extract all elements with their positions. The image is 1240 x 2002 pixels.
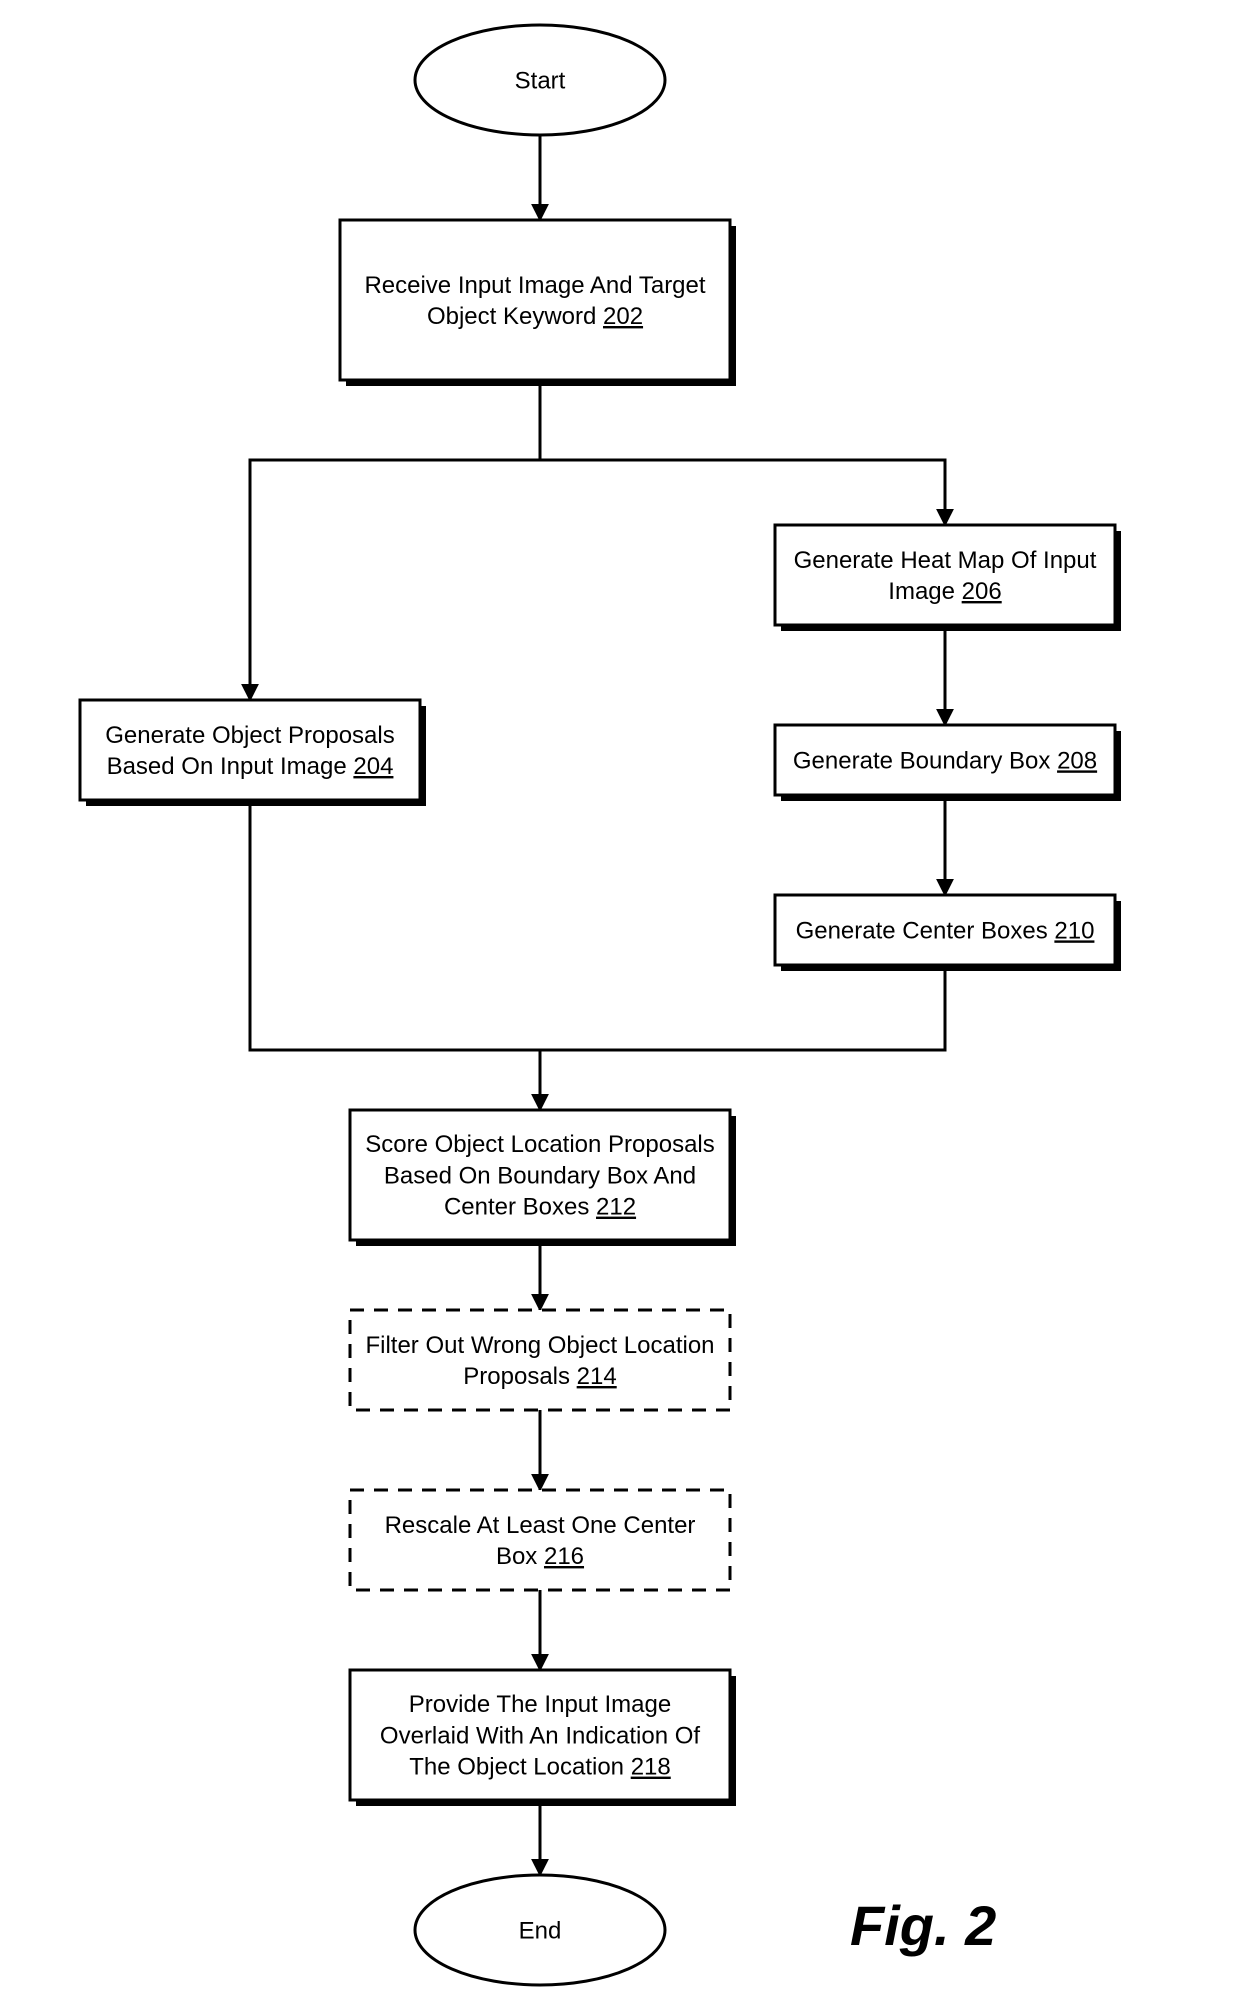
node-text-line: Object Keyword 202: [427, 303, 643, 330]
node-text-line: Generate Center Boxes 210: [796, 917, 1095, 944]
node-text-line: Generate Object Proposals: [105, 722, 395, 749]
ref-number: 206: [962, 578, 1002, 605]
node-text-line: Rescale At Least One Center: [385, 1512, 696, 1539]
node-n206: Generate Heat Map Of Input Image 206: [775, 525, 1121, 631]
node-text-line: Based On Input Image 204: [107, 753, 394, 780]
node-text-line: Score Object Location Proposals: [365, 1131, 715, 1158]
node-n210: Generate Center Boxes 210: [775, 895, 1121, 971]
node-text-line: Provide The Input Image: [409, 1691, 671, 1718]
ref-number: 212: [596, 1194, 636, 1221]
node-label: End: [519, 1917, 562, 1944]
ref-number: 218: [631, 1754, 671, 1781]
flow-edge: [540, 965, 945, 1050]
node-text-line: Proposals 214: [463, 1363, 616, 1390]
ref-number: 216: [544, 1543, 584, 1570]
node-n216: Rescale At Least One Center Box 216: [350, 1490, 730, 1590]
node-n214: Filter Out Wrong Object Location Proposal…: [350, 1310, 730, 1410]
node-text-line: Box 216: [496, 1543, 584, 1570]
node-label: Start: [515, 67, 566, 94]
node-text-line: Generate Heat Map Of Input: [794, 547, 1097, 574]
ref-number: 202: [603, 303, 643, 330]
flow-edge: [540, 460, 945, 525]
node-n202: Receive Input Image And Target Object Key…: [340, 220, 736, 386]
node-n204: Generate Object Proposals Based On Input …: [80, 700, 426, 806]
node-start: Start: [415, 25, 665, 135]
flow-edge: [250, 460, 540, 700]
node-text-line: Overlaid With An Indication Of: [380, 1722, 700, 1749]
ref-number: 204: [353, 753, 393, 780]
node-text-line: Center Boxes 212: [444, 1194, 636, 1221]
node-n212: Score Object Location Proposals Based On …: [350, 1110, 736, 1246]
node-text-line: Generate Boundary Box 208: [793, 747, 1097, 774]
node-text-line: Based On Boundary Box And: [384, 1162, 696, 1189]
ref-number: 214: [577, 1363, 617, 1390]
node-n218: Provide The Input Image Overlaid With An …: [350, 1670, 736, 1806]
node-text-line: Receive Input Image And Target: [364, 272, 705, 299]
ref-number: 208: [1057, 747, 1097, 774]
node-n208: Generate Boundary Box 208: [775, 725, 1121, 801]
node-text-line: Filter Out Wrong Object Location: [365, 1332, 714, 1359]
node-end: End: [415, 1875, 665, 1985]
node-text-line: Image 206: [888, 578, 1001, 605]
flow-edge: [250, 800, 540, 1050]
figure-label: Fig. 2: [850, 1894, 996, 1957]
ref-number: 210: [1054, 917, 1094, 944]
node-text-line: The Object Location 218: [409, 1754, 671, 1781]
